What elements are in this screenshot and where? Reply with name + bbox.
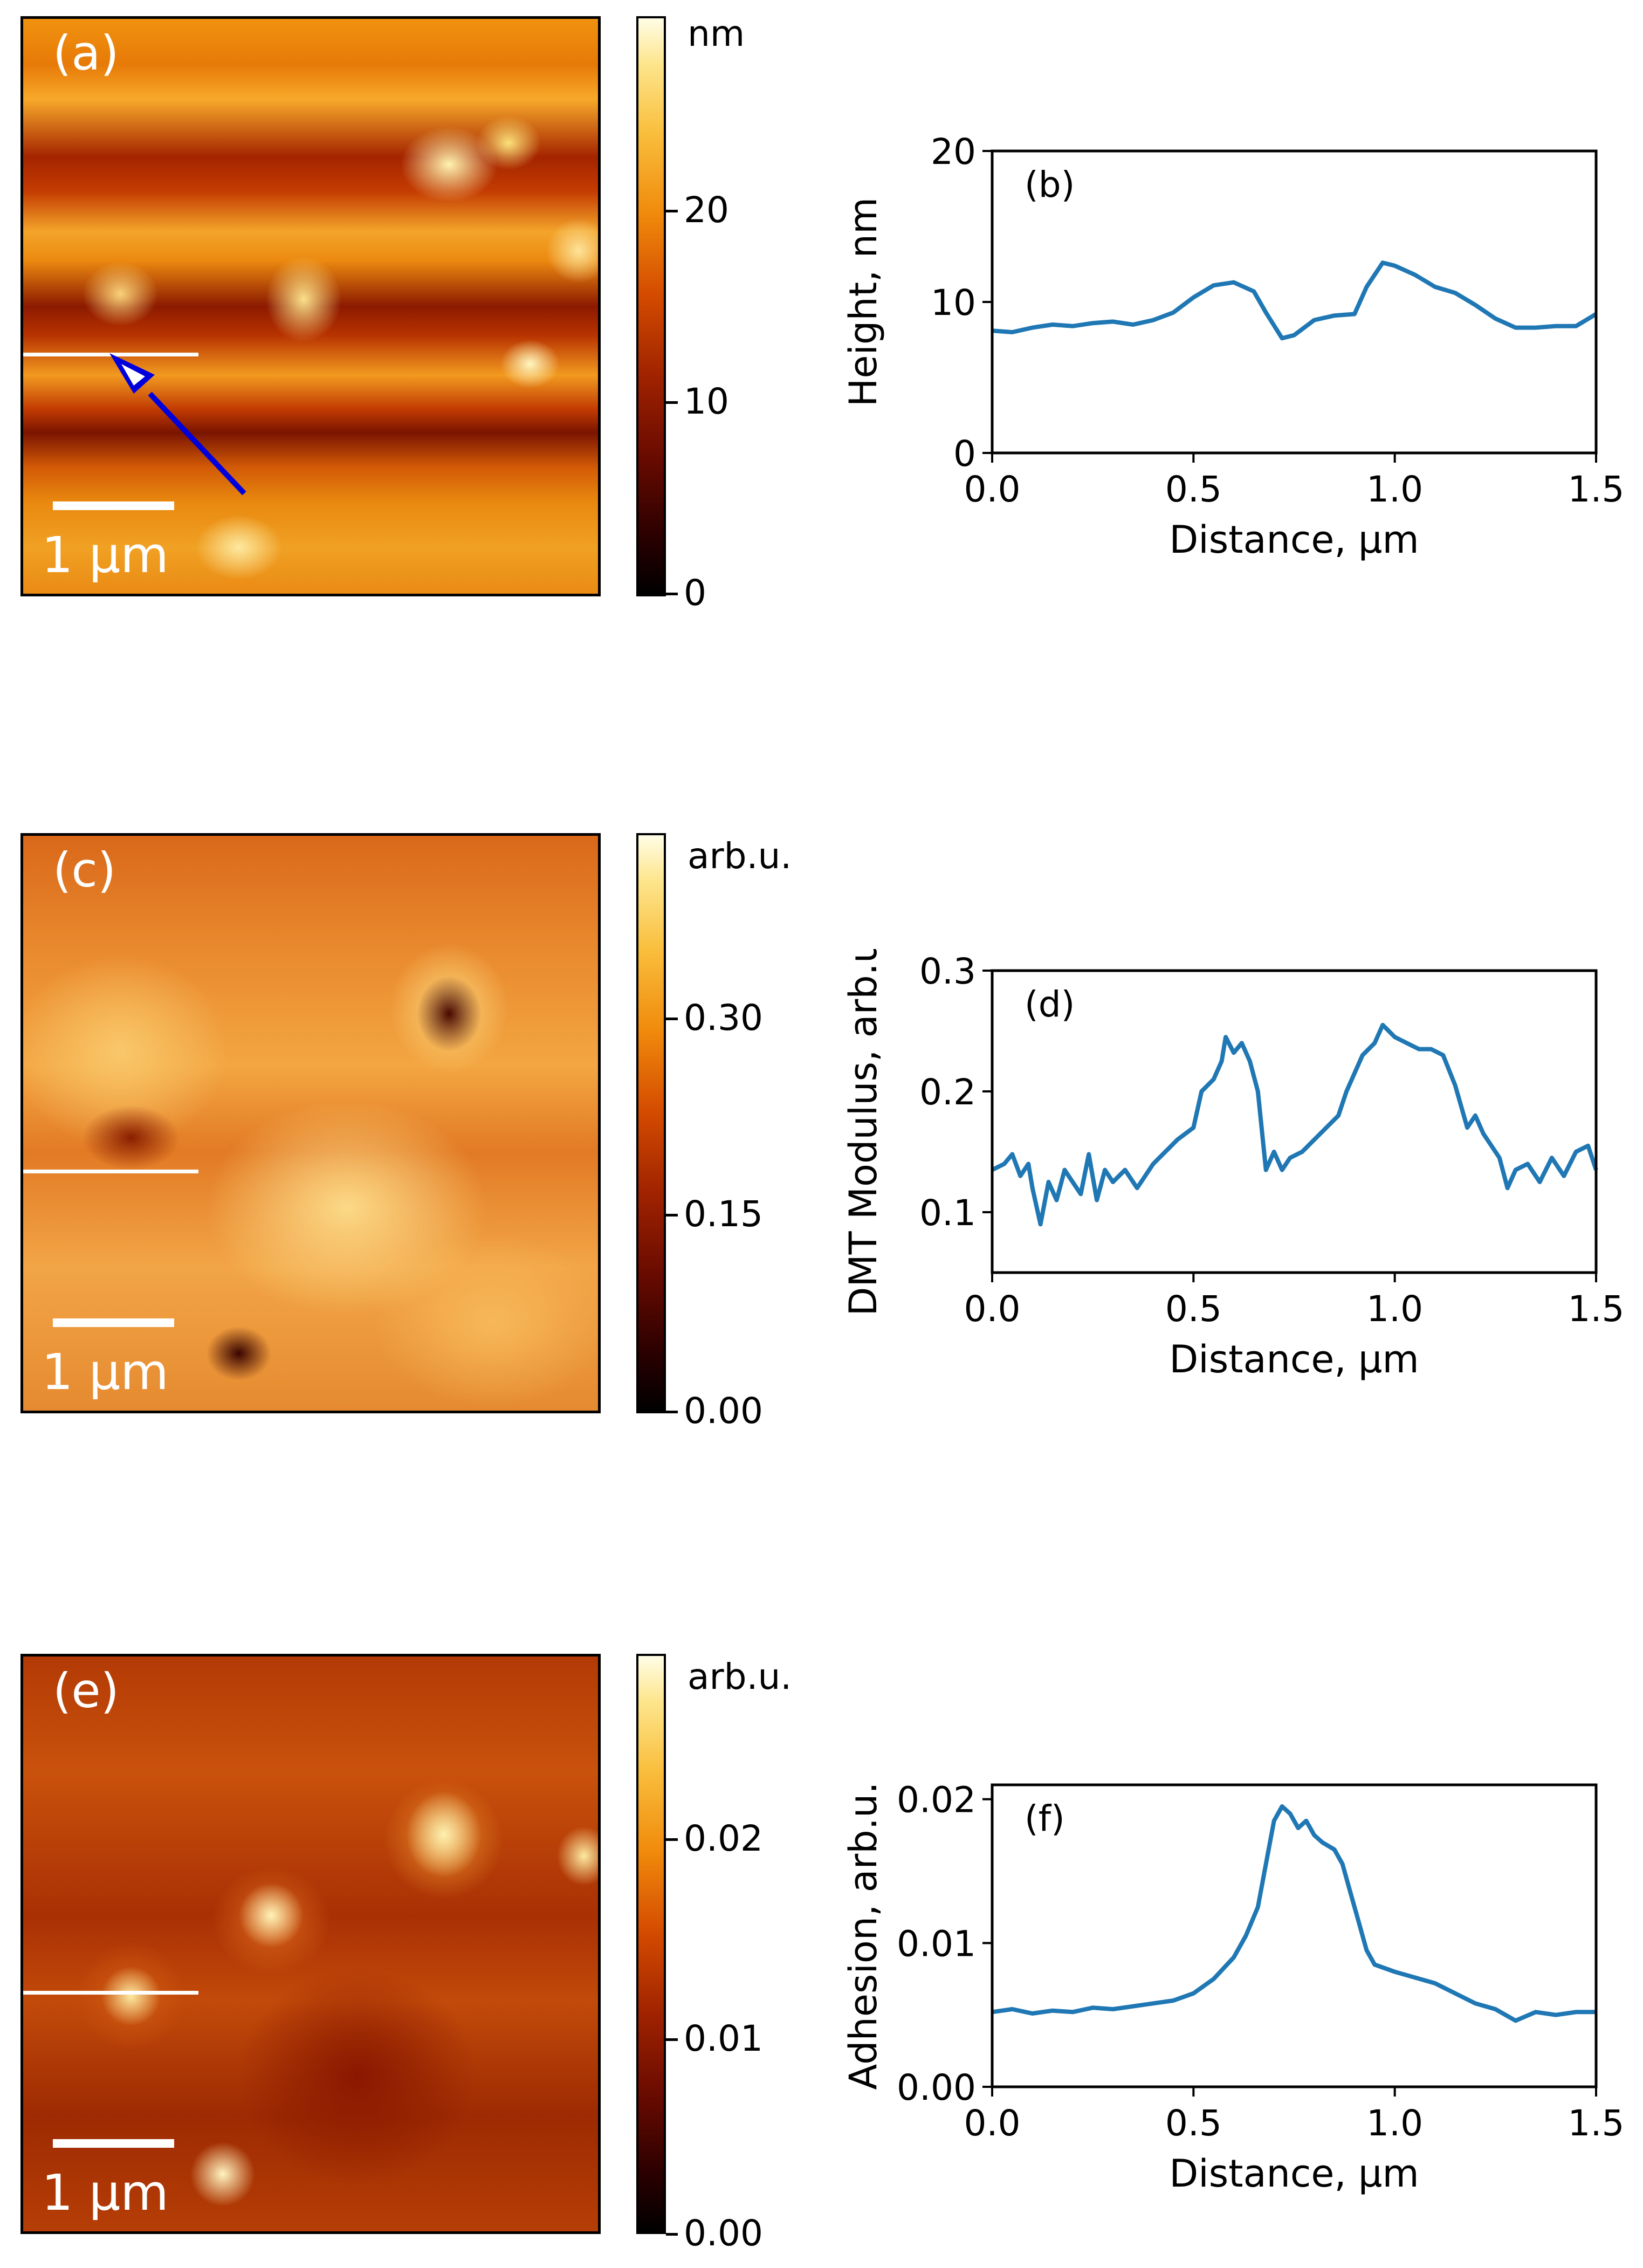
afm-dmt-modulus-map: (c) 1 µm	[20, 833, 601, 1413]
height-profile-chart: 0.0 0.5 1.0 1.5 0 10 20 Distance, µm Height, nm (…	[841, 131, 1623, 562]
x-tick-label: 1.0	[1366, 1288, 1423, 1330]
colorbar	[636, 1654, 666, 2234]
dmt-modulus-profile-chart: 0.0 0.5 1.0 1.5 0.1 0.2 0.3 Distance, µm DMT Mod…	[841, 949, 1623, 1382]
panel-label: (f)	[1025, 1798, 1065, 1839]
y-tick-label: 0.01	[897, 1923, 976, 1964]
colorbar-tick	[666, 401, 678, 404]
y-tick-label: 0.02	[897, 1779, 976, 1821]
colorbar-tick	[666, 210, 678, 212]
colorbar-tick-label: 0.30	[684, 997, 763, 1039]
scale-bar	[53, 1318, 174, 1327]
x-tick-label: 0.0	[964, 1288, 1021, 1330]
x-tick-label: 1.5	[1568, 2102, 1623, 2144]
scale-bar-label: 1 µm	[42, 526, 169, 584]
x-tick-label: 1.5	[1568, 1288, 1623, 1330]
x-tick-label: 1.5	[1568, 469, 1623, 510]
scale-bar-label: 1 µm	[42, 1343, 169, 1401]
data-series-line	[991, 1022, 1598, 1227]
x-axis-label: Distance, µm	[1169, 1337, 1419, 1382]
colorbar-tick	[666, 593, 678, 595]
x-tick-label: 1.0	[1366, 2102, 1423, 2144]
plot-frame	[991, 1783, 1598, 2088]
panel-label: (a)	[53, 25, 119, 81]
x-tick-label: 0.0	[964, 469, 1021, 510]
scale-bar	[53, 501, 174, 510]
panel-label: (e)	[53, 1663, 119, 1719]
panel-label: (c)	[53, 842, 116, 898]
afm-height-map: (a) 1 µm	[20, 16, 601, 596]
colorbar-unit: arb.u.	[688, 1656, 792, 1697]
colorbar-tick-label: 0.00	[684, 2212, 763, 2254]
colorbar-tick-label: 0.00	[684, 1390, 763, 1432]
afm-adhesion-map: (e) 1 µm	[20, 1654, 601, 2234]
panel-label: (b)	[1025, 164, 1075, 205]
plot-frame	[991, 149, 1598, 455]
x-tick-label: 0.5	[1165, 2102, 1222, 2144]
x-axis-label: Distance, µm	[1169, 2152, 1419, 2196]
colorbar-tick	[666, 1411, 678, 1413]
y-tick-label: 0	[953, 433, 976, 475]
colorbar	[636, 833, 666, 1413]
y-tick-label: 0.3	[919, 951, 976, 992]
profile-line	[23, 1991, 198, 1995]
y-tick-label: 0.2	[919, 1071, 976, 1113]
profile-line	[23, 1170, 198, 1173]
y-tick-label: 10	[931, 282, 976, 324]
y-tick-label: 0.1	[919, 1192, 976, 1234]
x-tick-label: 1.0	[1366, 469, 1423, 510]
arrow-icon	[109, 353, 246, 496]
panel-label: (d)	[1025, 984, 1075, 1025]
colorbar-tick-label: 0.02	[684, 1818, 763, 1859]
y-tick-label: 0.00	[897, 2067, 976, 2108]
x-tick-label: 0.5	[1165, 469, 1222, 510]
data-series-line	[992, 260, 1598, 341]
colorbar-tick	[666, 1214, 678, 1217]
colorbar-tick-label: 10	[684, 381, 729, 422]
colorbar-tick	[666, 2038, 678, 2041]
colorbar-unit: nm	[688, 13, 745, 54]
y-axis-label: DMT Modulus, arb.u.	[841, 949, 885, 1316]
colorbar-tick	[666, 1018, 678, 1020]
x-tick-label: 0.5	[1165, 1288, 1222, 1330]
colorbar-tick	[666, 1838, 678, 1841]
colorbar	[636, 16, 666, 596]
x-axis-label: Distance, µm	[1169, 518, 1419, 562]
colorbar-unit: arb.u.	[688, 835, 792, 877]
colorbar-tick-label: 20	[684, 189, 729, 231]
y-axis-label: Adhesion, arb.u.	[841, 1782, 885, 2090]
y-tick-label: 20	[931, 131, 976, 173]
colorbar-tick-label: 0	[684, 572, 706, 614]
colorbar-tick-label: 0.15	[684, 1193, 763, 1235]
colorbar-tick	[666, 2233, 678, 2236]
data-series-line	[992, 1804, 1596, 2023]
scale-bar-label: 1 µm	[42, 2164, 169, 2222]
colorbar-tick-label: 0.01	[684, 2018, 763, 2059]
x-tick-label: 0.0	[964, 2102, 1021, 2144]
y-axis-label: Height, nm	[841, 197, 885, 407]
plot-frame	[991, 969, 1598, 1274]
adhesion-profile-chart: 0.0 0.5 1.0 1.5 0.00 0.01 0.02 Distance, µm Adhe…	[841, 1779, 1623, 2196]
scale-bar	[53, 2139, 174, 2148]
